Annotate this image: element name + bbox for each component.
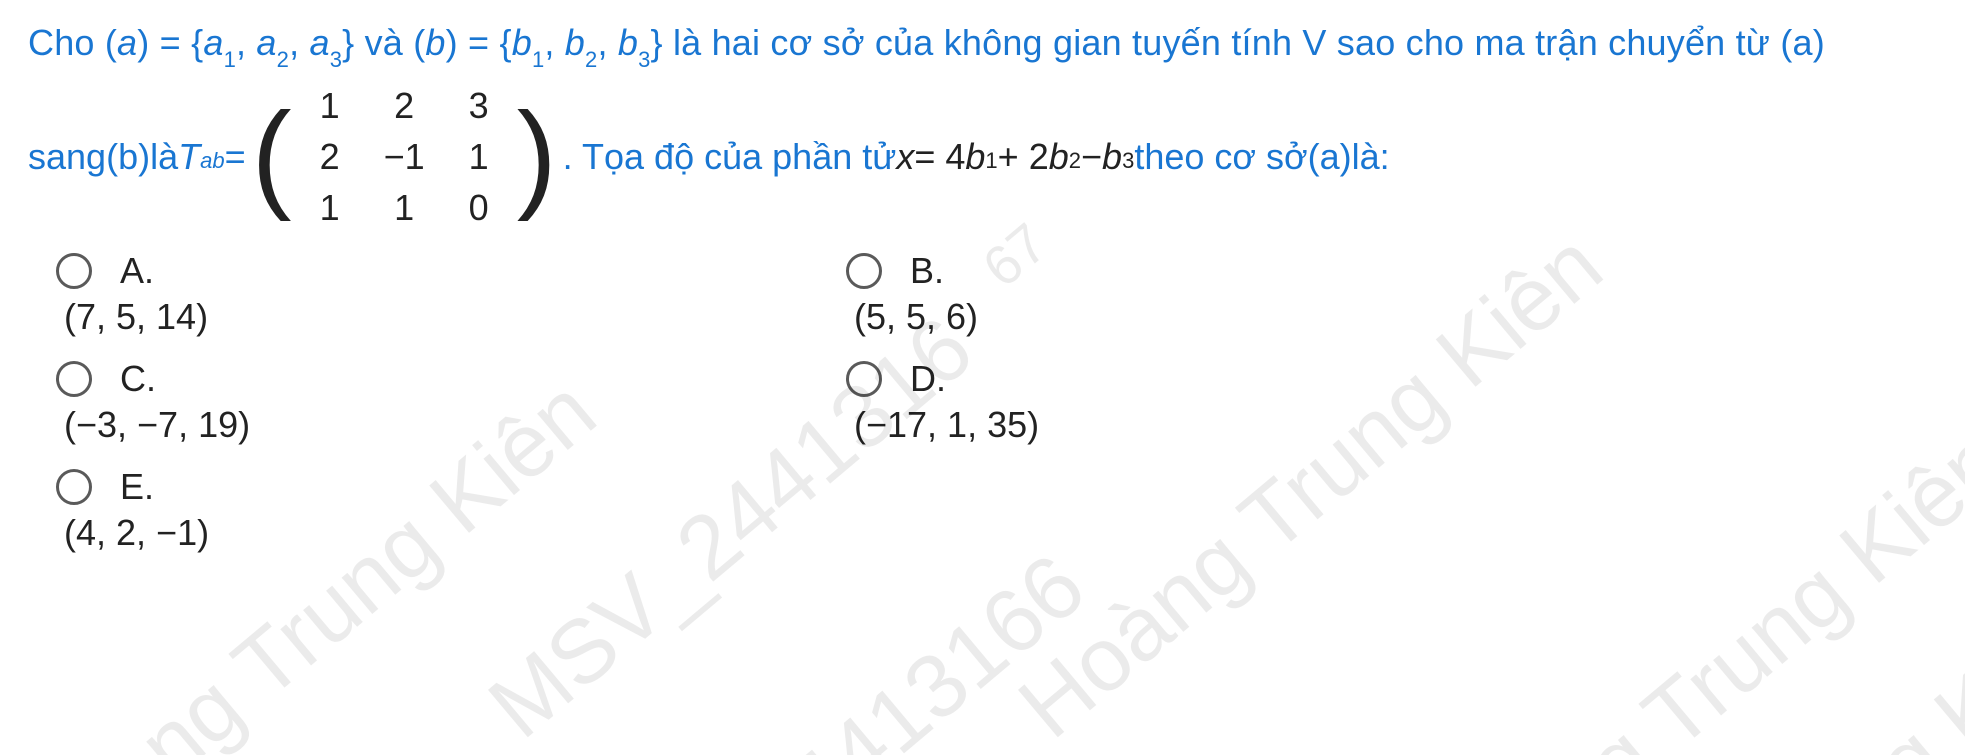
tail-text: theo cơ sở [1134,135,1307,178]
var-b: b [425,22,445,63]
option-c[interactable]: C. [56,358,846,400]
m-r1c3: 3 [447,80,511,131]
bb1: b [965,135,985,178]
watermark-3: 4413166 [770,535,1105,755]
radio-icon-e[interactable] [56,469,92,505]
a3: a [309,22,329,63]
bs2: 2 [1069,148,1081,174]
question-line-2: sang (b) là Tab = ( 1 2 3 2 −1 1 1 [28,80,1937,234]
minus: − [1081,135,1102,178]
paren-b: (b) [106,135,150,178]
set-a-eq: ) = { [137,22,203,63]
option-e[interactable]: E. [56,466,846,508]
radio-icon-c[interactable] [56,361,92,397]
b2-sub: 2 [585,47,597,72]
var-x: x [896,135,914,178]
tail2: là: [1352,135,1390,178]
radio-icon-d[interactable] [846,361,882,397]
question-container: Cho (a) = {a1, a2, a3} và (b) = {b1, b2,… [0,0,1965,564]
comma1: , [236,22,256,63]
option-b[interactable]: B. [846,250,1546,292]
plus: + 2 [998,135,1049,178]
option-c-value: (−3, −7, 19) [56,404,846,446]
paren-left-icon: ( [252,95,292,215]
m-r2c3: 1 [447,131,511,182]
commab2: , [597,22,617,63]
sym-T: T [178,135,200,178]
bb3: b [1102,135,1122,178]
option-a-letter: A. [120,250,154,292]
after-matrix: . Tọa độ của phần tử [563,135,897,178]
option-c-letter: C. [120,358,156,400]
watermark-6: ng Kiên [1820,574,1965,755]
eq1: = [225,135,246,178]
option-b-value: (5, 5, 6) [846,296,1546,338]
option-e-letter: E. [120,466,154,508]
b2: b [565,22,585,63]
commab1: , [544,22,564,63]
var-a: a [117,22,137,63]
matrix: ( 1 2 3 2 −1 1 1 1 0 ) [252,80,557,234]
tail-paren-a2: (a) [1308,135,1352,178]
radio-icon-a[interactable] [56,253,92,289]
paren-open-a: ( [105,22,117,63]
text-cho: Cho [28,22,105,63]
m-r2c1: 2 [298,131,362,182]
m-r3c1: 1 [298,182,362,233]
bs3: 3 [1122,148,1134,174]
option-a[interactable]: A. [56,250,846,292]
close-b: } [651,22,663,63]
tail-paren-a1: (a) [1780,22,1825,63]
eq2: = 4 [914,135,965,178]
m-r2c2: −1 [362,131,447,182]
text-la: là [150,135,178,178]
option-e-value: (4, 2, −1) [56,512,846,554]
b3-sub: 3 [638,47,650,72]
paren-open-b: ( [413,22,425,63]
b3: b [618,22,638,63]
text-va: và [365,22,414,63]
comma2: , [289,22,309,63]
m-r1c2: 2 [362,80,447,131]
option-d-letter: D. [910,358,946,400]
m-r3c2: 1 [362,182,447,233]
bs1: 1 [985,148,997,174]
text-sang: sang [28,135,106,178]
b1: b [512,22,532,63]
option-d-value: (−17, 1, 35) [846,404,1546,446]
option-a-value: (7, 5, 14) [56,296,846,338]
set-b-eq: ) = { [446,22,512,63]
bb2: b [1049,135,1069,178]
answers-col-1: A. (7, 5, 14) C. (−3, −7, 19) E. (4, 2, … [28,250,846,554]
a1-sub: 1 [224,47,236,72]
a2: a [256,22,276,63]
answers-col-2: B. (5, 5, 6) D. (−17, 1, 35) [846,250,1546,554]
option-d[interactable]: D. [846,358,1546,400]
paren-right-icon: ) [517,95,557,215]
close-a: } [342,22,354,63]
option-b-letter: B. [910,250,944,292]
b1-sub: 1 [532,47,544,72]
answers-area: A. (7, 5, 14) C. (−3, −7, 19) E. (4, 2, … [28,250,1937,554]
matrix-table: 1 2 3 2 −1 1 1 1 0 [298,80,511,234]
T-sub: ab [200,148,224,174]
a3-sub: 3 [330,47,342,72]
a2-sub: 2 [277,47,289,72]
text-tail1: là hai cơ sở của không gian tuyến tính V… [673,22,1780,63]
radio-icon-b[interactable] [846,253,882,289]
m-r3c3: 0 [447,182,511,233]
question-line-1: Cho (a) = {a1, a2, a3} và (b) = {b1, b2,… [28,18,1937,72]
a1: a [203,22,223,63]
m-r1c1: 1 [298,80,362,131]
